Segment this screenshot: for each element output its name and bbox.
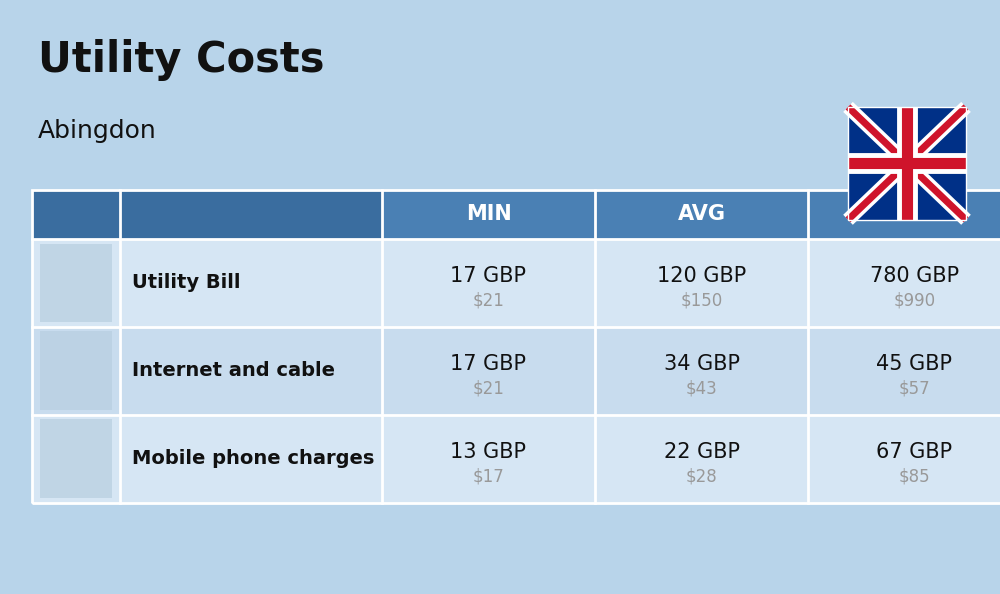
Text: Utility Costs: Utility Costs xyxy=(38,39,324,81)
Text: 120 GBP: 120 GBP xyxy=(657,266,746,286)
Text: Mobile phone charges: Mobile phone charges xyxy=(132,449,374,468)
Text: 780 GBP: 780 GBP xyxy=(870,266,959,286)
Text: $21: $21 xyxy=(473,379,504,397)
Text: MIN: MIN xyxy=(466,204,511,225)
Bar xyxy=(40,419,112,498)
Text: $28: $28 xyxy=(686,467,717,485)
Bar xyxy=(32,190,1000,239)
Text: 17 GBP: 17 GBP xyxy=(450,353,526,374)
Text: $150: $150 xyxy=(680,291,723,309)
Text: $85: $85 xyxy=(899,467,930,485)
Text: 13 GBP: 13 GBP xyxy=(450,441,526,462)
Text: 17 GBP: 17 GBP xyxy=(450,266,526,286)
Text: AVG: AVG xyxy=(678,204,726,225)
Bar xyxy=(32,190,382,239)
Bar xyxy=(32,327,1000,415)
Text: 45 GBP: 45 GBP xyxy=(876,353,952,374)
Bar xyxy=(40,244,112,322)
Text: Utility Bill: Utility Bill xyxy=(132,273,240,292)
FancyBboxPatch shape xyxy=(848,107,966,220)
Text: 34 GBP: 34 GBP xyxy=(664,353,740,374)
Text: MAX: MAX xyxy=(888,204,941,225)
Bar xyxy=(40,331,112,410)
Text: $57: $57 xyxy=(899,379,930,397)
Bar xyxy=(32,415,1000,503)
Bar xyxy=(32,190,1000,503)
Text: Internet and cable: Internet and cable xyxy=(132,361,335,380)
Text: $43: $43 xyxy=(686,379,717,397)
Text: $21: $21 xyxy=(473,291,504,309)
Text: 22 GBP: 22 GBP xyxy=(664,441,740,462)
Bar xyxy=(32,239,1000,327)
Text: 67 GBP: 67 GBP xyxy=(876,441,953,462)
Text: $17: $17 xyxy=(473,467,504,485)
Text: Abingdon: Abingdon xyxy=(38,119,157,143)
Text: $990: $990 xyxy=(893,291,936,309)
